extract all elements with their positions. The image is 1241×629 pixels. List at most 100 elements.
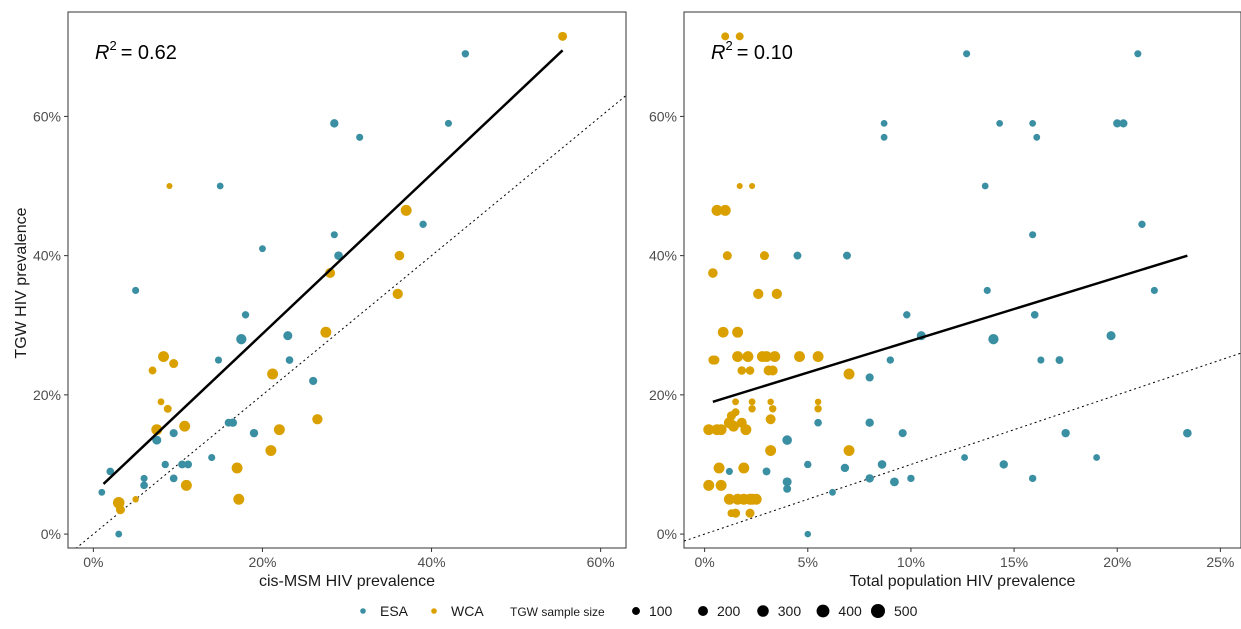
point-esa (1055, 356, 1064, 365)
legend-size-key (816, 604, 830, 618)
plot-area (684, 32, 1241, 542)
point-wca (719, 204, 731, 216)
point-esa (886, 356, 894, 364)
legend-size-label: 100 (649, 603, 673, 619)
point-esa (1113, 119, 1122, 128)
point-esa (132, 286, 140, 294)
point-esa (963, 50, 971, 58)
point-wca (703, 479, 715, 491)
legend-size-key (757, 605, 769, 617)
point-esa (115, 530, 123, 538)
r2-superscript: 2 (109, 38, 116, 53)
point-wca (713, 462, 725, 474)
point-wca (769, 405, 777, 413)
point-wca (794, 351, 805, 363)
point-esa (283, 331, 293, 341)
x-tick-label: 5% (798, 554, 818, 570)
point-wca (703, 424, 715, 436)
point-esa (804, 460, 812, 469)
point-wca (158, 351, 170, 363)
point-esa (829, 488, 836, 496)
point-esa (1037, 356, 1045, 364)
legend-size-label: 200 (717, 603, 741, 619)
x-tick-label: 25% (1206, 554, 1234, 570)
y-axis-title: TGW HIV prevalence (13, 207, 30, 358)
point-esa (169, 429, 178, 438)
point-esa (865, 373, 874, 382)
x-axis-title: cis-MSM HIV prevalence (259, 573, 435, 590)
x-axis-title: Total population HIV prevalence (850, 573, 1076, 590)
point-wca (767, 398, 774, 406)
point-esa (259, 245, 266, 253)
point-wca (765, 414, 776, 425)
r2-value: = 0.10 (737, 42, 793, 64)
point-wca (169, 359, 179, 369)
point-wca (759, 251, 769, 261)
point-wca (132, 496, 139, 503)
point-wca (392, 288, 403, 300)
point-esa (961, 454, 968, 461)
point-wca (115, 505, 125, 515)
legend-label-esa: ESA (380, 603, 409, 619)
point-wca (233, 493, 245, 505)
point-wca (148, 366, 157, 375)
point-esa (843, 251, 851, 260)
point-wca (843, 445, 855, 457)
point-esa (782, 477, 792, 487)
point-esa (152, 435, 162, 445)
point-wca (715, 479, 727, 491)
point-esa (999, 460, 1008, 469)
point-esa (725, 467, 733, 475)
point-wca (814, 405, 822, 413)
point-esa (178, 460, 187, 469)
legend-size-key (871, 604, 885, 618)
legend-size-key (698, 606, 708, 616)
point-esa (1029, 119, 1037, 127)
legend-size-title: TGW sample size (510, 605, 605, 619)
point-esa (214, 356, 223, 364)
point-esa (216, 182, 224, 190)
y-tick-label: 0% (41, 526, 61, 542)
point-esa (898, 429, 907, 438)
point-esa (1030, 310, 1039, 319)
point-esa (140, 474, 148, 482)
x-tick-label: 0% (695, 554, 715, 570)
point-wca (745, 366, 755, 375)
point-wca (771, 288, 782, 300)
r-squared-annotation: R2 = 0.62 (95, 38, 177, 64)
point-wca (157, 398, 165, 406)
point-wca (737, 366, 747, 375)
point-wca (812, 351, 824, 363)
point-wca (558, 31, 568, 41)
legend-size-label: 400 (838, 603, 862, 619)
point-wca (312, 414, 323, 425)
point-esa (334, 251, 343, 260)
point-esa (330, 119, 339, 128)
point-esa (1029, 231, 1037, 239)
point-wca (708, 268, 718, 278)
point-wca (738, 462, 750, 474)
reference-line (75, 95, 626, 548)
point-esa (804, 530, 812, 538)
point-esa (996, 119, 1004, 127)
point-wca (180, 479, 192, 491)
x-tick-label: 10% (897, 554, 925, 570)
point-wca (740, 424, 752, 436)
point-wca (715, 424, 727, 436)
y-tick-label: 60% (649, 108, 677, 124)
point-esa (184, 460, 193, 469)
point-esa (356, 133, 364, 141)
legend-key-esa (360, 608, 366, 614)
point-esa (983, 286, 991, 294)
point-esa (1183, 428, 1192, 438)
point-wca (742, 351, 754, 363)
y-tick-label: 60% (33, 108, 61, 124)
point-wca (843, 368, 855, 380)
point-wca (814, 398, 822, 406)
legend-size-key (632, 607, 640, 615)
point-esa (890, 477, 899, 487)
legend: ESA WCA TGW sample size 100 200 300 400 500 (360, 603, 918, 619)
point-esa (169, 474, 178, 483)
point-wca (721, 32, 730, 41)
